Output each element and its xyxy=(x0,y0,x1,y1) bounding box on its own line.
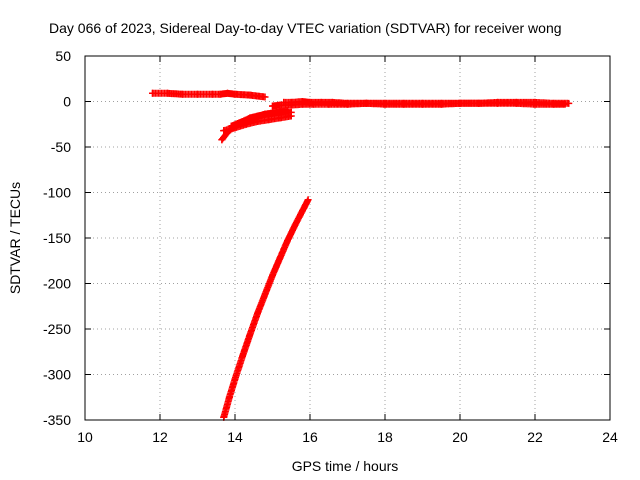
y-tick-label: 50 xyxy=(55,48,71,64)
x-tick-label: 14 xyxy=(227,429,243,445)
data-point xyxy=(287,112,295,120)
data-point xyxy=(209,90,216,98)
x-tick-label: 10 xyxy=(77,429,93,445)
y-tick-label: -300 xyxy=(43,367,71,383)
x-tick-label: 24 xyxy=(602,429,618,445)
data-point xyxy=(261,93,269,101)
data-point xyxy=(304,196,312,204)
data-point xyxy=(381,100,389,108)
data-point xyxy=(254,310,261,318)
data-point xyxy=(216,90,224,98)
data-point xyxy=(224,89,231,97)
data-series xyxy=(149,89,573,421)
data-point xyxy=(456,99,464,107)
data-point xyxy=(218,136,226,144)
x-tick-label: 20 xyxy=(452,429,468,445)
data-point xyxy=(246,330,254,338)
y-tick-label: 0 xyxy=(63,94,71,110)
data-point xyxy=(287,98,295,106)
data-point xyxy=(276,114,284,122)
series-track-1 xyxy=(149,89,269,101)
data-point xyxy=(149,89,156,97)
data-point xyxy=(225,393,233,401)
data-point xyxy=(475,99,483,107)
data-point xyxy=(179,90,186,98)
data-point xyxy=(239,352,246,360)
data-point xyxy=(284,237,291,245)
data-point xyxy=(306,98,314,106)
data-point xyxy=(239,118,246,126)
data-point xyxy=(220,127,228,135)
data-point xyxy=(164,89,171,97)
series-track-6 xyxy=(280,98,569,108)
data-point xyxy=(561,100,569,108)
data-point xyxy=(261,110,269,118)
data-point xyxy=(291,221,299,229)
axis-ticks xyxy=(84,55,611,421)
data-point xyxy=(329,98,336,106)
data-point xyxy=(550,100,558,108)
data-point xyxy=(231,375,239,383)
data-point xyxy=(265,116,273,124)
y-tick-label: -50 xyxy=(51,139,71,155)
data-point xyxy=(231,90,239,98)
data-point xyxy=(344,99,351,107)
x-tick-label: 22 xyxy=(527,429,543,445)
y-tick-label: -150 xyxy=(43,230,71,246)
data-point xyxy=(299,98,306,105)
data-point xyxy=(261,290,269,298)
data-point xyxy=(531,100,539,108)
data-point xyxy=(299,207,306,215)
data-point xyxy=(317,98,325,106)
data-point xyxy=(246,91,254,99)
data-point xyxy=(276,254,284,262)
x-tick-label: 12 xyxy=(152,429,168,445)
data-point xyxy=(194,90,201,98)
data-point xyxy=(269,102,276,110)
y-tick-label: -100 xyxy=(43,185,71,201)
y-tick-label: -350 xyxy=(43,412,71,428)
data-point xyxy=(419,100,426,108)
data-point xyxy=(269,271,276,279)
chart-title: Day 066 of 2023, Sidereal Day-to-day VTE… xyxy=(49,20,562,36)
data-point xyxy=(227,122,235,130)
series-track-7 xyxy=(220,196,312,421)
data-point xyxy=(362,99,370,107)
data-point xyxy=(437,100,445,108)
data-point xyxy=(400,100,408,108)
data-point xyxy=(512,99,520,107)
y-axis-title: SDTVAR / TECUs xyxy=(7,182,23,294)
x-tick-label: 16 xyxy=(302,429,318,445)
y-tick-label: -250 xyxy=(43,321,71,337)
data-point xyxy=(280,98,288,106)
tick-labels: 10 12 14 16 18 20 22 24 -350 -300 -250 -200 -150 -100… xyxy=(43,48,618,445)
data-point xyxy=(276,101,284,109)
data-point xyxy=(494,99,501,107)
y-tick-label: -200 xyxy=(43,276,71,292)
data-point xyxy=(272,108,280,116)
data-point xyxy=(250,114,258,122)
grid xyxy=(85,56,610,420)
x-axis-title: GPS time / hours xyxy=(292,458,399,474)
data-point xyxy=(565,99,573,107)
x-tick-label: 18 xyxy=(377,429,393,445)
